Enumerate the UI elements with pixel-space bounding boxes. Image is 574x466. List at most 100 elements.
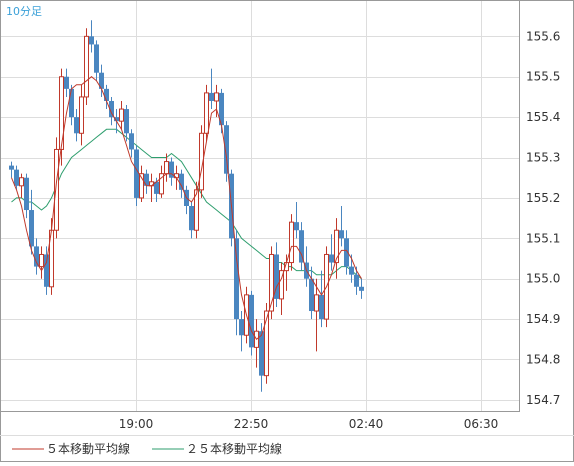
candle-53 [274, 242, 279, 307]
candle-body-65 [334, 229, 339, 264]
candle-48 [249, 290, 254, 356]
candle-body-18 [99, 72, 104, 89]
candle-2 [19, 173, 24, 198]
candle-body-25 [134, 149, 139, 198]
candle-body-13 [74, 117, 79, 134]
candle-54 [279, 262, 284, 316]
candle-43 [224, 121, 229, 182]
candle-body-11 [64, 76, 69, 89]
candle-body-54 [279, 270, 284, 300]
candle-body-37 [194, 189, 199, 231]
candle-67 [344, 230, 349, 275]
candle-body-45 [234, 238, 239, 320]
candle-41 [214, 84, 219, 118]
candle-body-34 [179, 173, 184, 190]
candle-body-68 [349, 266, 354, 275]
x-tick-label-3: 06:30 [464, 417, 499, 431]
y-tick-label-6: 155.0 [526, 272, 560, 286]
candle-14 [79, 84, 84, 146]
timeframe-label: 10分足 [6, 5, 42, 18]
candle-65 [334, 218, 339, 279]
candle-25 [134, 145, 139, 206]
candle-body-39 [204, 92, 209, 134]
candle-20 [109, 96, 114, 126]
y-axis-ticks: 155.6 155.5 155.4 155.3 155.2 155.1 155.0 154.9… [526, 29, 560, 407]
candle-body-29 [154, 181, 159, 194]
candle-body-69 [354, 274, 359, 287]
candle-body-12 [69, 88, 74, 118]
candle-body-10 [59, 76, 64, 150]
candle-body-15 [84, 35, 89, 98]
candle-body-58 [299, 230, 304, 263]
candle-body-16 [89, 36, 94, 45]
candle-body-43 [224, 125, 229, 174]
candle-body-4 [29, 210, 34, 247]
y-tick-label-5: 155.1 [526, 231, 560, 245]
candle-body-57 [294, 222, 299, 231]
candle-1 [14, 165, 19, 190]
candle-38 [199, 125, 204, 198]
ma25-line [11, 128, 362, 280]
candle-36 [189, 201, 194, 239]
candle-61 [314, 278, 319, 352]
candle-body-40 [209, 92, 214, 101]
candle-40 [209, 68, 214, 110]
candle-body-2 [19, 177, 24, 187]
candle-body-48 [249, 294, 254, 348]
x-tick-label-0: 19:00 [119, 417, 154, 431]
candle-7 [44, 246, 49, 295]
candle-body-41 [214, 92, 219, 102]
candle-0 [9, 161, 14, 178]
candle-body-22 [119, 108, 124, 122]
y-tick-label-4: 155.2 [526, 191, 560, 205]
candle-5 [34, 238, 39, 275]
y-tick-label-2: 155.4 [526, 110, 560, 124]
ma5-line [11, 76, 362, 341]
candle-17 [94, 40, 99, 81]
candle-body-32 [169, 161, 174, 178]
candle-62 [319, 270, 324, 328]
candle-body-21 [114, 117, 119, 122]
y-tick-label-3: 155.3 [526, 151, 560, 165]
candle-body-46 [239, 319, 244, 336]
candle-10 [59, 68, 64, 166]
y-tick-label-7: 154.9 [526, 312, 560, 326]
candle-18 [99, 64, 104, 97]
candle-22 [119, 100, 124, 130]
candle-body-38 [199, 132, 204, 191]
candle-body-56 [289, 221, 294, 264]
candle-39 [204, 84, 209, 142]
candle-70 [359, 278, 364, 299]
candle-body-62 [319, 294, 324, 320]
candle-body-6 [39, 253, 44, 268]
candle-26 [139, 165, 144, 202]
candle-body-7 [44, 254, 49, 287]
candle-58 [299, 222, 304, 271]
candle-body-64 [329, 254, 334, 263]
candle-body-70 [359, 286, 364, 291]
candle-37 [194, 181, 199, 239]
candle-body-60 [309, 278, 314, 312]
ma5-series [11, 76, 362, 341]
candle-23 [124, 105, 129, 142]
candle-46 [239, 311, 244, 352]
candle-body-51 [264, 310, 269, 377]
candle-body-36 [189, 206, 194, 231]
candle-16 [89, 20, 94, 53]
candle-body-67 [344, 238, 349, 267]
candle-6 [39, 246, 44, 279]
candle-51 [264, 302, 269, 384]
candle-body-31 [164, 161, 169, 175]
x-tick-label-1: 22:50 [234, 417, 269, 431]
y-tick-label-0: 155.6 [526, 29, 560, 43]
candle-19 [104, 84, 109, 110]
candle-56 [289, 214, 294, 271]
y-tick-label-1: 155.5 [526, 70, 560, 84]
candle-body-20 [109, 100, 114, 118]
candle-body-50 [259, 331, 264, 376]
y-tick-label-9: 154.7 [526, 393, 560, 407]
candle-body-5 [34, 246, 39, 267]
legend: ５本移動平均線 ２５本移動平均線 [12, 441, 282, 456]
legend-ma25-label: ２５本移動平均線 [186, 441, 282, 456]
